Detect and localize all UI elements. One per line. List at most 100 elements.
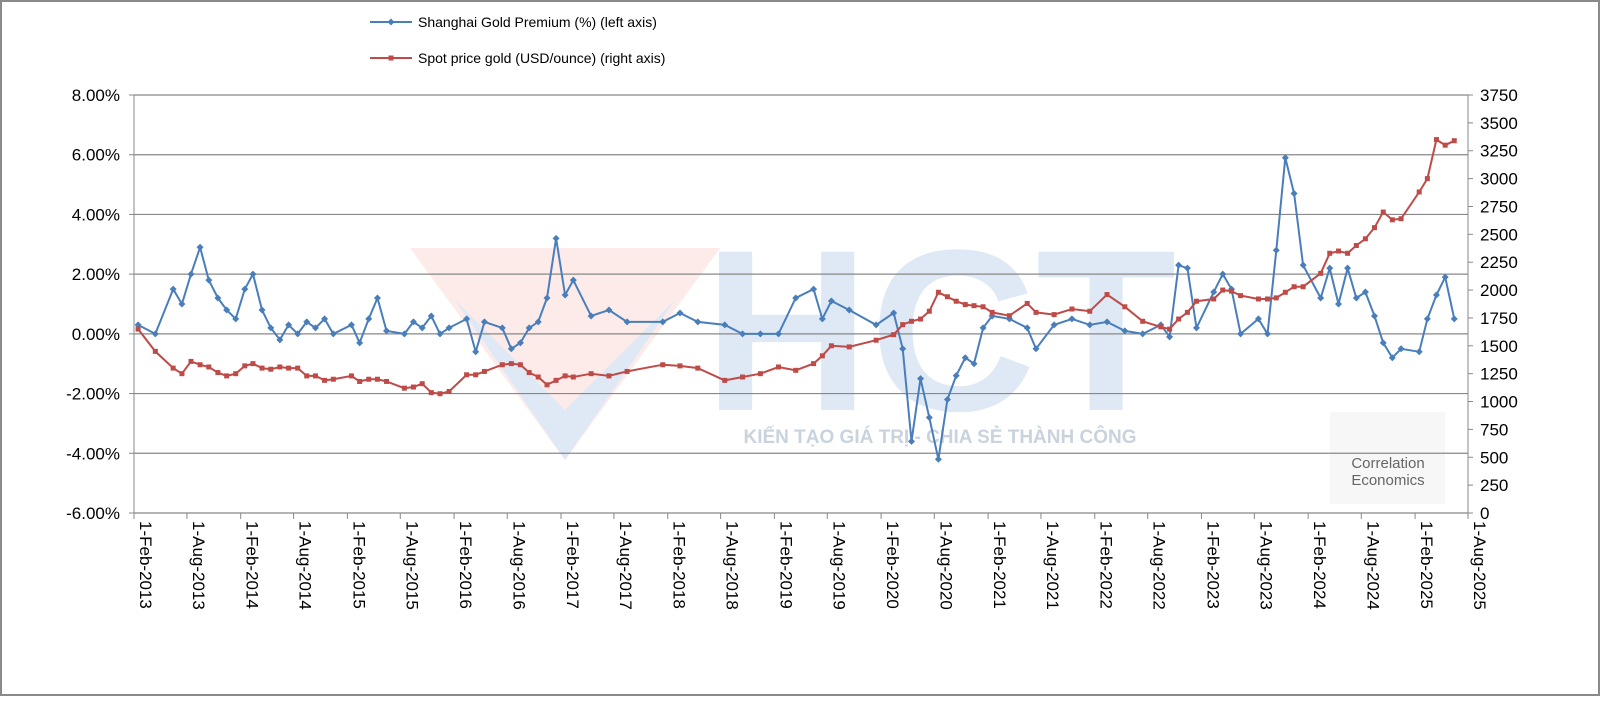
- x-tick-label: 1-Aug-2022: [1150, 521, 1169, 610]
- y2-tick-label: 2750: [1480, 197, 1518, 216]
- series-marker: [818, 315, 826, 323]
- series-marker: [1104, 292, 1110, 298]
- series-marker: [1380, 209, 1386, 215]
- y2-tick-label: 1750: [1480, 309, 1518, 328]
- series-marker: [295, 365, 301, 371]
- series-marker: [562, 373, 568, 379]
- series-marker: [989, 309, 995, 315]
- series-marker: [179, 371, 185, 377]
- series-marker: [819, 353, 825, 359]
- series-marker: [1361, 288, 1369, 296]
- series-marker: [267, 324, 275, 332]
- series-marker: [499, 362, 505, 368]
- series-marker: [277, 364, 283, 370]
- series-marker: [1441, 273, 1449, 281]
- series-marker: [918, 316, 924, 322]
- series-marker: [419, 381, 425, 387]
- series-marker: [1086, 321, 1094, 329]
- series-marker: [739, 330, 747, 338]
- series-marker: [1024, 300, 1030, 306]
- series-marker: [660, 362, 666, 368]
- x-tick-label: 1-Feb-2014: [243, 521, 262, 609]
- series-marker: [233, 371, 239, 377]
- series-marker: [526, 370, 532, 376]
- series-marker: [286, 365, 292, 371]
- series-marker: [410, 384, 416, 390]
- series-marker: [409, 318, 417, 326]
- series-marker: [135, 326, 141, 332]
- series-marker: [1336, 248, 1342, 254]
- series-marker: [473, 372, 479, 378]
- series-marker: [1281, 154, 1289, 162]
- x-tick-label: 1-Aug-2016: [509, 521, 528, 610]
- series-marker: [481, 368, 487, 374]
- series-marker: [891, 332, 897, 338]
- series-marker: [908, 318, 914, 324]
- series-marker: [223, 306, 231, 314]
- series-marker: [971, 303, 977, 309]
- series-marker: [695, 365, 701, 371]
- series-marker: [206, 364, 212, 370]
- series-marker: [205, 276, 213, 284]
- series-marker: [249, 270, 257, 278]
- series-marker: [1069, 306, 1075, 312]
- y2-tick-label: 1000: [1480, 393, 1518, 412]
- series-marker: [1282, 289, 1288, 295]
- x-tick-label: 1-Aug-2019: [829, 521, 848, 610]
- series-marker: [1300, 284, 1306, 290]
- series-marker: [1442, 142, 1448, 148]
- series-marker: [1291, 284, 1297, 290]
- series-marker: [445, 324, 453, 332]
- series-marker: [1023, 324, 1031, 332]
- series-marker: [535, 374, 541, 380]
- x-tick-label: 1-Feb-2025: [1417, 521, 1436, 609]
- series-marker: [1193, 298, 1199, 304]
- series-marker: [873, 337, 879, 343]
- series-marker: [1166, 333, 1174, 341]
- y-tick-label: 4.00%: [72, 205, 120, 224]
- series-marker: [1140, 318, 1146, 324]
- series-marker: [268, 366, 274, 372]
- series-marker: [304, 373, 310, 379]
- y-tick-label: -2.00%: [66, 385, 120, 404]
- wm-shape: [455, 300, 675, 460]
- series-marker: [232, 315, 240, 323]
- legend-label: Spot price gold (USD/ounce) (right axis): [418, 50, 665, 66]
- x-tick-label: 1-Feb-2020: [883, 521, 902, 609]
- series-marker: [1317, 294, 1325, 302]
- series-marker: [1318, 270, 1324, 276]
- series-marker: [1032, 345, 1040, 353]
- series-marker: [1433, 137, 1439, 143]
- series-marker: [900, 322, 906, 328]
- series-marker: [303, 318, 311, 326]
- series-marker: [1335, 300, 1343, 308]
- series-marker: [188, 358, 194, 364]
- series-marker: [676, 309, 684, 317]
- y-tick-label: -4.00%: [66, 444, 120, 463]
- series-marker: [197, 362, 203, 368]
- series-marker: [1237, 330, 1245, 338]
- series-marker: [464, 372, 470, 378]
- series-marker: [1352, 294, 1360, 302]
- series-marker: [480, 318, 488, 326]
- x-tick-label: 1-Feb-2015: [349, 521, 368, 609]
- series-marker: [1167, 326, 1173, 332]
- y2-tick-label: 3000: [1480, 170, 1518, 189]
- y-tick-label: -6.00%: [66, 504, 120, 523]
- series-marker: [312, 324, 320, 332]
- x-tick-label: 1-Aug-2021: [1043, 521, 1062, 610]
- series-marker: [348, 373, 354, 379]
- series-marker: [1192, 324, 1200, 332]
- series-marker: [677, 363, 683, 369]
- y2-tick-label: 0: [1480, 504, 1489, 523]
- series-marker: [1255, 296, 1261, 302]
- series-marker: [1103, 318, 1111, 326]
- series-marker: [1238, 293, 1244, 299]
- series-marker: [828, 343, 834, 349]
- series-marker: [1219, 270, 1227, 278]
- series-marker: [979, 324, 987, 332]
- series-marker: [1432, 291, 1440, 299]
- wm-shape: [410, 248, 720, 460]
- y-tick-label: 6.00%: [72, 146, 120, 165]
